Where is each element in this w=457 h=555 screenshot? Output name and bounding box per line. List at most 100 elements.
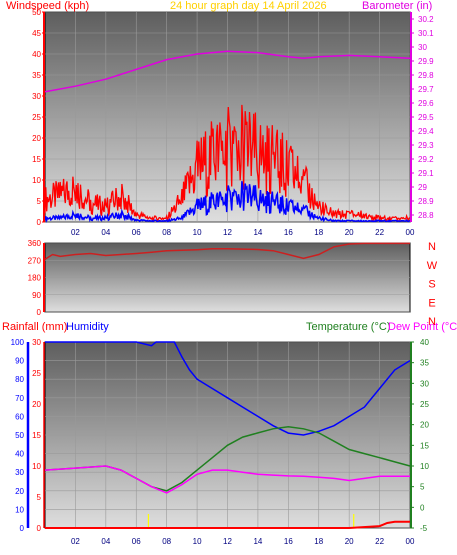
humidity-tick-label: 10: [15, 505, 24, 514]
x-tick-label: 08: [162, 537, 171, 546]
temperature-tick-label: 35: [420, 359, 429, 368]
x-tick-label: 22: [375, 537, 384, 546]
direction-tick-label: 180: [28, 274, 42, 283]
x-tick-label: 16: [284, 228, 293, 237]
barometer-line: [44, 50, 411, 93]
rainfall-axis-title: Rainfall (mm): [2, 321, 67, 333]
barometer-axis-title: Barometer (in): [362, 0, 432, 12]
humidity-tick-label: 70: [15, 394, 24, 403]
x-tick-label: 12: [223, 537, 232, 546]
temperature-tick-label: 30: [420, 379, 429, 388]
chart-series: [44, 50, 411, 529]
humidity-tick-label: 80: [15, 375, 24, 384]
x-tick-label: 18: [314, 228, 323, 237]
rain-tick-label: 20: [32, 400, 41, 409]
x-tick-label: 00: [406, 228, 415, 237]
chart-axes: 0510152025303540455028.828.92929.129.229…: [11, 8, 438, 546]
compass-label: N: [428, 316, 436, 328]
direction-tick-label: 0: [37, 308, 42, 317]
chart-labels: Windspeed (kph) 24 hour graph day 14 Apr…: [2, 0, 457, 333]
x-tick-label: 02: [71, 228, 80, 237]
compass-label: E: [428, 297, 435, 309]
barometer-tick-label: 28.8: [418, 211, 434, 220]
compass-label: S: [428, 279, 435, 291]
rain-tick-label: 25: [32, 369, 41, 378]
wind-tick-label: 5: [37, 197, 42, 206]
x-tick-label: 16: [284, 537, 293, 546]
rain-tick-label: 10: [32, 462, 41, 471]
x-tick-label: 14: [253, 537, 262, 546]
direction-tick-label: 360: [28, 239, 42, 248]
x-tick-label: 04: [101, 228, 110, 237]
barometer-tick-label: 28.9: [418, 197, 434, 206]
temperature-tick-label: -5: [420, 524, 428, 533]
barometer-tick-label: 29.6: [418, 99, 434, 108]
humidity-axis-title: Humidity: [66, 321, 109, 333]
barometer-tick-label: 29.3: [418, 141, 434, 150]
x-tick-label: 10: [193, 228, 202, 237]
wind-tick-label: 45: [32, 29, 41, 38]
temperature-tick-label: 25: [420, 400, 429, 409]
wind-tick-label: 25: [32, 113, 41, 122]
compass-label: W: [427, 260, 438, 272]
x-tick-label: 20: [345, 228, 354, 237]
humidity-tick-label: 60: [15, 412, 24, 421]
barometer-tick-label: 30.1: [418, 29, 434, 38]
wind-tick-label: 40: [32, 50, 41, 59]
humidity-tick-label: 0: [20, 524, 25, 533]
dew-point-line: [44, 465, 410, 494]
humidity-tick-label: 40: [15, 450, 24, 459]
temperature-tick-label: 5: [420, 483, 425, 492]
x-tick-label: 20: [345, 537, 354, 546]
wind-tick-label: 0: [37, 218, 42, 227]
barometer-tick-label: 29.7: [418, 85, 434, 94]
wind-average-line: [44, 181, 411, 224]
direction-tick-label: 90: [32, 291, 41, 300]
wind-tick-label: 35: [32, 71, 41, 80]
humidity-tick-label: 50: [15, 431, 24, 440]
x-tick-label: 10: [193, 537, 202, 546]
temperature-tick-label: 20: [420, 421, 429, 430]
wind-gust-line: [44, 104, 411, 223]
x-tick-label: 06: [132, 537, 141, 546]
rain-tick-label: 15: [32, 431, 41, 440]
rain-tick-label: 0: [37, 524, 42, 533]
x-tick-label: 12: [223, 228, 232, 237]
windspeed-axis-title: Windspeed (kph): [6, 0, 89, 12]
wind-tick-label: 20: [32, 134, 41, 143]
direction-tick-label: 270: [28, 256, 42, 265]
rain-tick-label: 5: [37, 493, 42, 502]
temperature-axis-title: Temperature (°C): [306, 321, 390, 333]
barometer-tick-label: 29.2: [418, 155, 434, 164]
barometer-tick-label: 30.2: [418, 15, 434, 24]
x-tick-label: 22: [375, 228, 384, 237]
x-tick-label: 18: [314, 537, 323, 546]
compass-label: N: [428, 241, 436, 253]
wind-tick-label: 50: [32, 8, 41, 17]
barometer-tick-label: 29.9: [418, 57, 434, 66]
barometer-tick-label: 29: [418, 183, 427, 192]
x-tick-label: 04: [101, 537, 110, 546]
barometer-tick-label: 30: [418, 43, 427, 52]
rainfall-line: [45, 520, 410, 529]
dew-point-axis-title: Dew Point (°C): [388, 321, 457, 333]
wind-tick-label: 10: [32, 176, 41, 185]
temperature-tick-label: 40: [420, 338, 429, 347]
x-tick-label: 06: [132, 228, 141, 237]
barometer-tick-label: 29.1: [418, 169, 434, 178]
x-tick-label: 14: [253, 228, 262, 237]
barometer-tick-label: 29.5: [418, 113, 434, 122]
x-tick-label: 08: [162, 228, 171, 237]
wind-tick-label: 15: [32, 155, 41, 164]
humidity-tick-label: 100: [11, 338, 25, 347]
barometer-tick-label: 29.8: [418, 71, 434, 80]
humidity-tick-label: 30: [15, 468, 24, 477]
barometer-tick-label: 29.4: [418, 127, 434, 136]
humidity-tick-label: 20: [15, 487, 24, 496]
wind-tick-label: 30: [32, 92, 41, 101]
temperature-tick-label: 10: [420, 462, 429, 471]
wind-direction-line: [44, 242, 410, 260]
temperature-tick-label: 15: [420, 441, 429, 450]
